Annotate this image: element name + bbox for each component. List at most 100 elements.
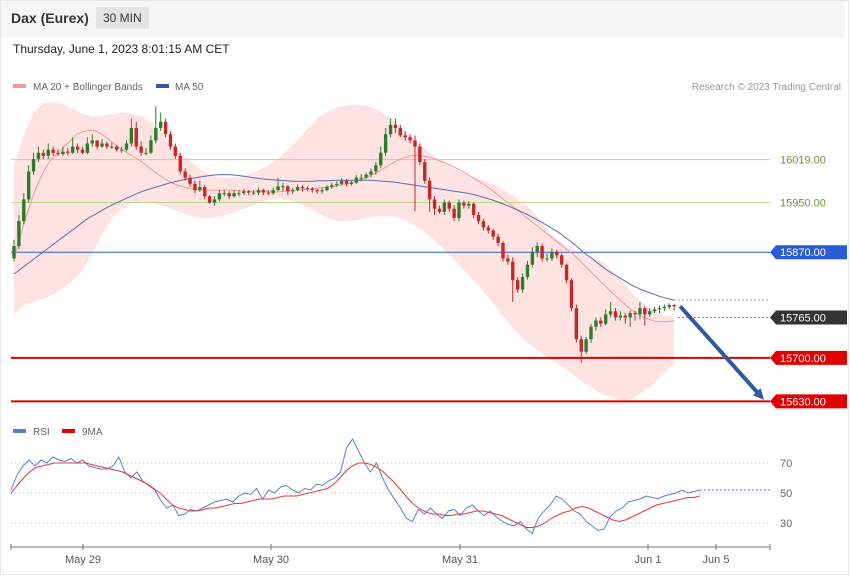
- level-label-resistance: 15950.00: [780, 198, 826, 210]
- candle-up: [61, 151, 65, 155]
- candlesticks: [12, 106, 676, 363]
- candle-up: [379, 152, 383, 166]
- candle-up: [217, 193, 222, 200]
- candle-up: [525, 264, 530, 278]
- candle-up: [608, 311, 613, 315]
- candle-up: [85, 143, 90, 153]
- candle-down: [41, 152, 46, 156]
- candle-up: [550, 252, 554, 259]
- candle-down: [344, 180, 349, 184]
- candle-up: [535, 246, 539, 253]
- candle-down: [496, 236, 500, 243]
- candle-up: [667, 305, 671, 307]
- candle-up: [271, 190, 275, 194]
- candle-up: [648, 311, 652, 315]
- level-tag-support: [770, 394, 847, 409]
- forecast-arrow-head: [752, 388, 765, 400]
- candle-down: [579, 339, 583, 352]
- candle-up: [144, 152, 148, 154]
- rsi-tick-label: 50: [780, 488, 792, 500]
- candle-up: [325, 186, 329, 191]
- candle-up: [335, 183, 339, 186]
- candle-down: [183, 171, 187, 178]
- candle-up: [26, 171, 31, 200]
- candle-down: [633, 313, 637, 315]
- ma20-line: [13, 129, 675, 323]
- candle-down: [66, 151, 70, 153]
- candle-up: [584, 339, 588, 352]
- candle-up: [198, 186, 202, 191]
- candle-down: [564, 264, 569, 281]
- candle-up: [662, 306, 667, 309]
- rsi-tick-label: 70: [780, 458, 792, 470]
- ma20-legend-label: MA 20 + Bollinger Bands: [33, 82, 143, 93]
- candle-down: [315, 190, 319, 192]
- candle-down: [559, 255, 564, 265]
- x-tick-label: May 30: [253, 554, 289, 566]
- candle-up: [222, 193, 226, 195]
- instrument-title: Dax (Eurex): [11, 10, 89, 26]
- candle-up: [100, 143, 104, 147]
- candle-up: [149, 140, 153, 153]
- candle-down: [188, 177, 192, 184]
- candle-down: [481, 221, 486, 228]
- candle-up: [594, 320, 598, 327]
- candle-up: [36, 152, 41, 160]
- ma50-legend-label: MA 50: [175, 82, 204, 93]
- candle-up: [442, 202, 447, 212]
- rsi-tick-label: 30: [780, 518, 792, 530]
- candle-down: [305, 188, 310, 190]
- candle-down: [168, 134, 173, 147]
- candle-down: [471, 203, 476, 215]
- ma9-legend-label: 9MA: [82, 427, 103, 438]
- candle-down: [134, 127, 138, 147]
- candle-up: [251, 192, 256, 194]
- candle-down: [163, 121, 168, 135]
- candle-down: [310, 188, 314, 191]
- candle-down: [476, 214, 481, 222]
- candle-up: [467, 203, 471, 206]
- candle-down: [286, 186, 290, 192]
- candle-up: [457, 202, 461, 219]
- candle-up: [12, 246, 16, 259]
- candle-down: [432, 199, 437, 209]
- candle-down: [452, 208, 456, 219]
- candle-down: [555, 252, 559, 256]
- candle-up: [17, 221, 21, 247]
- candle-up: [545, 258, 549, 260]
- candle-up: [22, 199, 26, 222]
- candle-up: [159, 121, 163, 128]
- candle-up: [618, 315, 623, 318]
- candle-up: [31, 159, 36, 172]
- candle-up: [291, 190, 295, 192]
- candle-down: [300, 186, 305, 189]
- candle-down: [139, 146, 143, 153]
- x-tick-label: May 29: [65, 554, 101, 566]
- candle-up: [90, 140, 94, 144]
- candle-up: [354, 177, 358, 183]
- moving-averages: [13, 129, 770, 323]
- candle-up: [638, 308, 642, 315]
- forecast-arrow-shaft: [678, 304, 762, 397]
- candle-up: [110, 146, 114, 148]
- candle-up: [70, 146, 75, 153]
- candle-up: [46, 149, 50, 156]
- timeframe-button[interactable]: 30 MIN: [96, 7, 149, 29]
- candle-down: [423, 162, 427, 181]
- chart-datetime: Thursday, June 1, 2023 8:01:15 AM CET: [13, 42, 230, 56]
- candle-down: [427, 180, 432, 200]
- candle-down: [491, 230, 495, 237]
- candle-down: [408, 137, 412, 141]
- candle-down: [51, 149, 55, 153]
- candle-up: [124, 143, 129, 150]
- x-tick-label: Jun 1: [635, 554, 662, 566]
- rsi-line: [10, 438, 701, 535]
- candle-up: [369, 171, 373, 175]
- candle-up: [281, 186, 285, 188]
- candle-up: [603, 314, 608, 324]
- candle-down: [413, 140, 417, 147]
- rsi-panel: 70 50 30: [10, 438, 792, 535]
- candle-down: [193, 183, 197, 191]
- candle-down: [80, 149, 85, 153]
